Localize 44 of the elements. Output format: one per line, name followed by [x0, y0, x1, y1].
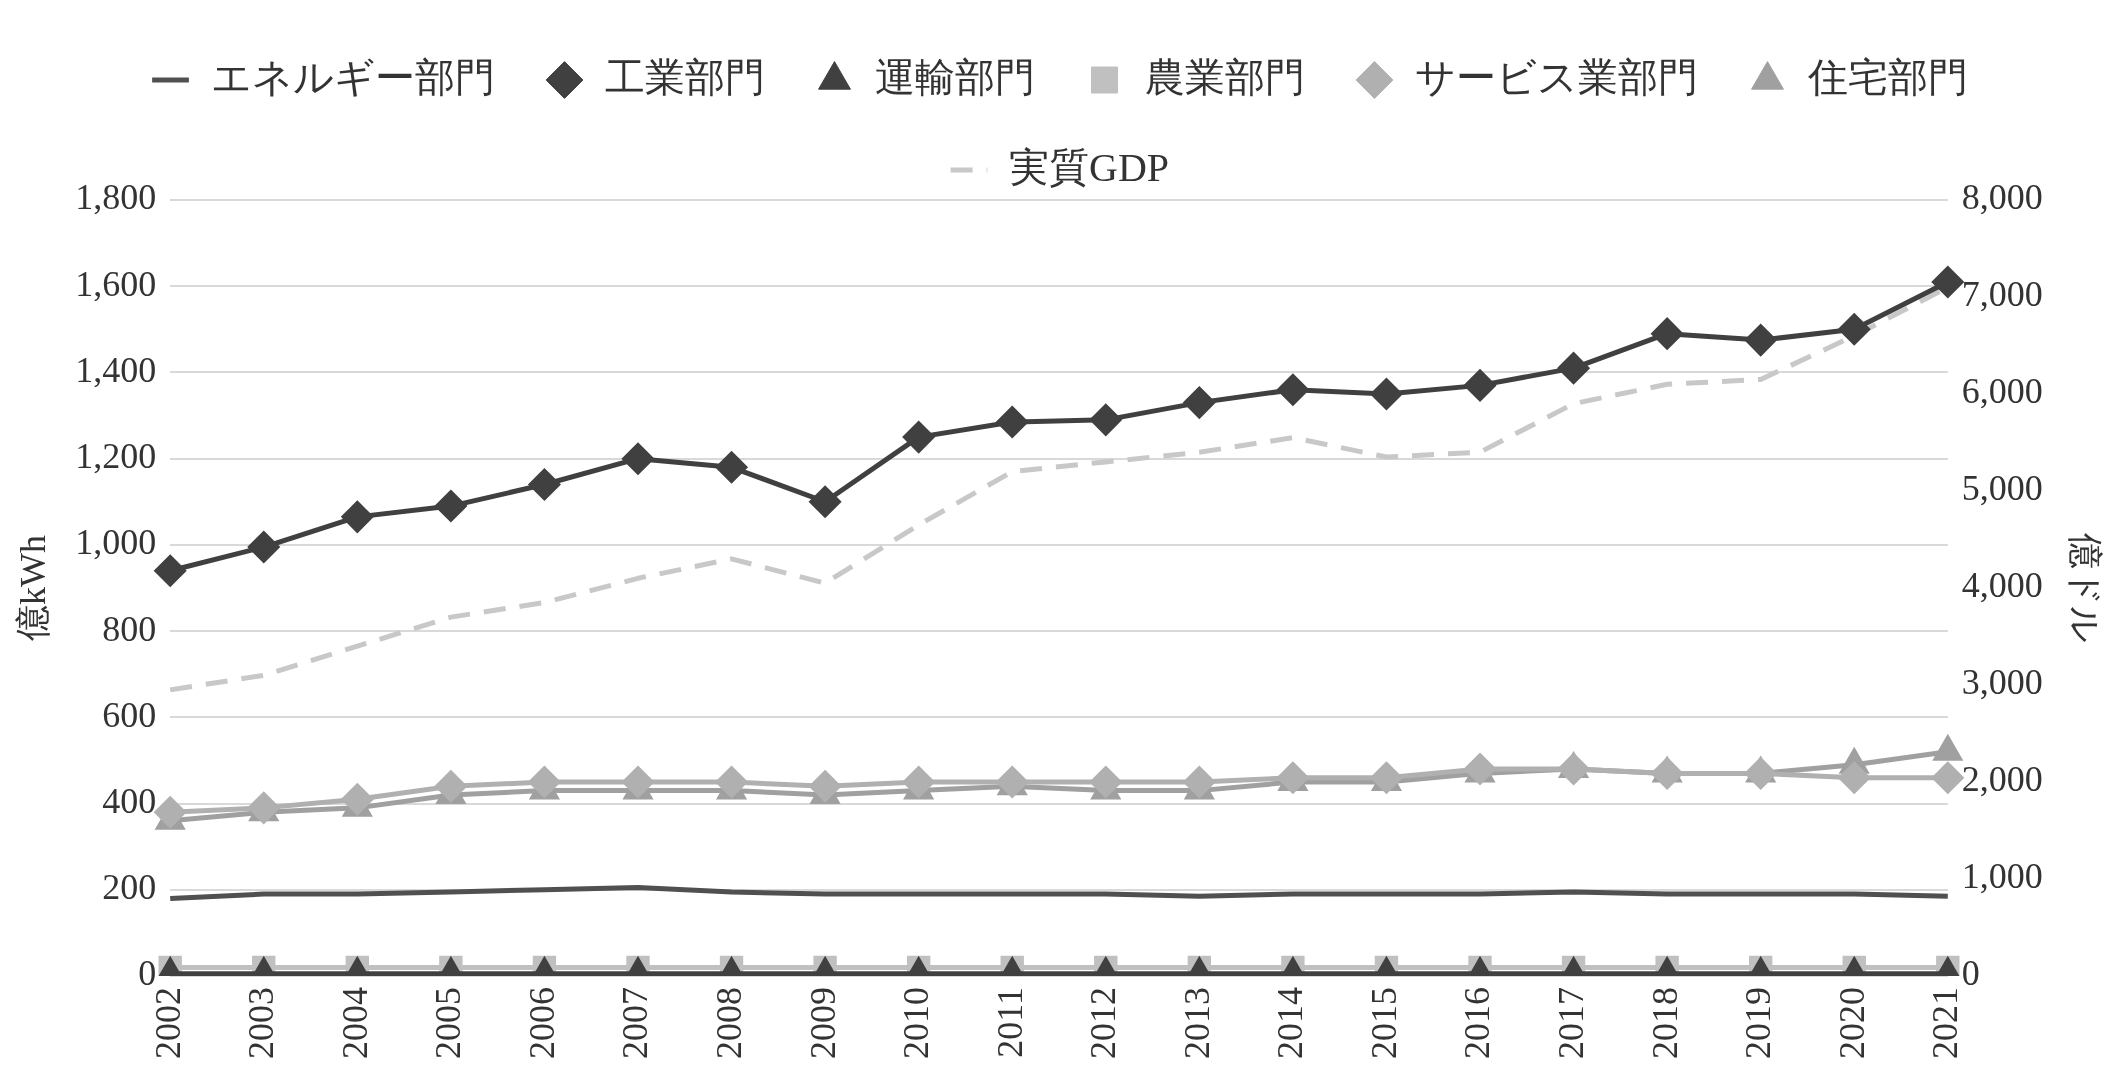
legend-label: サービス業部門	[1414, 54, 1698, 100]
x-tick-label: 2018	[1644, 987, 1685, 1059]
x-tick-label: 2009	[802, 987, 843, 1059]
legend-label: 農業部門	[1144, 54, 1305, 100]
y2-tick-label: 1,000	[1961, 856, 2043, 897]
x-tick-label: 2015	[1363, 987, 1404, 1059]
legend-label: 住宅部門	[1806, 54, 1968, 100]
y-tick-label: 400	[102, 781, 157, 822]
x-tick-label: 2003	[241, 987, 282, 1059]
x-tick-label: 2013	[1176, 987, 1217, 1059]
x-tick-label: 2007	[615, 987, 656, 1059]
legend-label: 工業部門	[604, 54, 765, 100]
y-tick-label: 1,600	[75, 263, 157, 304]
x-tick-label: 2006	[521, 987, 562, 1059]
y2-tick-label: 5,000	[1961, 468, 2043, 509]
x-tick-label: 2005	[428, 987, 469, 1059]
y-tick-label: 1,200	[75, 436, 157, 477]
x-tick-label: 2011	[989, 987, 1030, 1058]
legend-label: 運輸部門	[874, 54, 1035, 100]
x-tick-label: 2020	[1831, 987, 1872, 1059]
y2-axis-title: 億ドル	[2064, 533, 2105, 643]
x-tick-label: 2010	[896, 987, 937, 1059]
y-tick-label: 1,000	[75, 522, 157, 563]
y-tick-label: 1,800	[75, 177, 157, 218]
x-tick-label: 2014	[1270, 987, 1311, 1059]
y2-tick-label: 7,000	[1961, 274, 2043, 315]
x-tick-label: 2008	[709, 987, 749, 1059]
y2-tick-label: 4,000	[1961, 565, 2043, 606]
y2-tick-label: 2,000	[1961, 759, 2043, 800]
y-axis-title: 億kWh	[13, 535, 54, 641]
x-tick-label: 2017	[1551, 987, 1592, 1059]
y-tick-label: 800	[102, 608, 157, 649]
y2-tick-label: 8,000	[1961, 177, 2043, 218]
x-tick-label: 2004	[334, 987, 375, 1059]
x-tick-label: 2019	[1738, 987, 1779, 1059]
y2-tick-label: 6,000	[1961, 371, 2043, 412]
y2-tick-label: 3,000	[1961, 662, 2043, 703]
y-tick-label: 1,400	[75, 349, 157, 390]
y-tick-label: 600	[102, 694, 157, 735]
legend-label: エネルギー部門	[210, 54, 495, 100]
x-tick-label: 2012	[1083, 987, 1124, 1059]
legend-label: 実質GDP	[1008, 144, 1170, 190]
x-tick-label: 2016	[1457, 987, 1498, 1059]
y-tick-label: 200	[102, 867, 157, 908]
